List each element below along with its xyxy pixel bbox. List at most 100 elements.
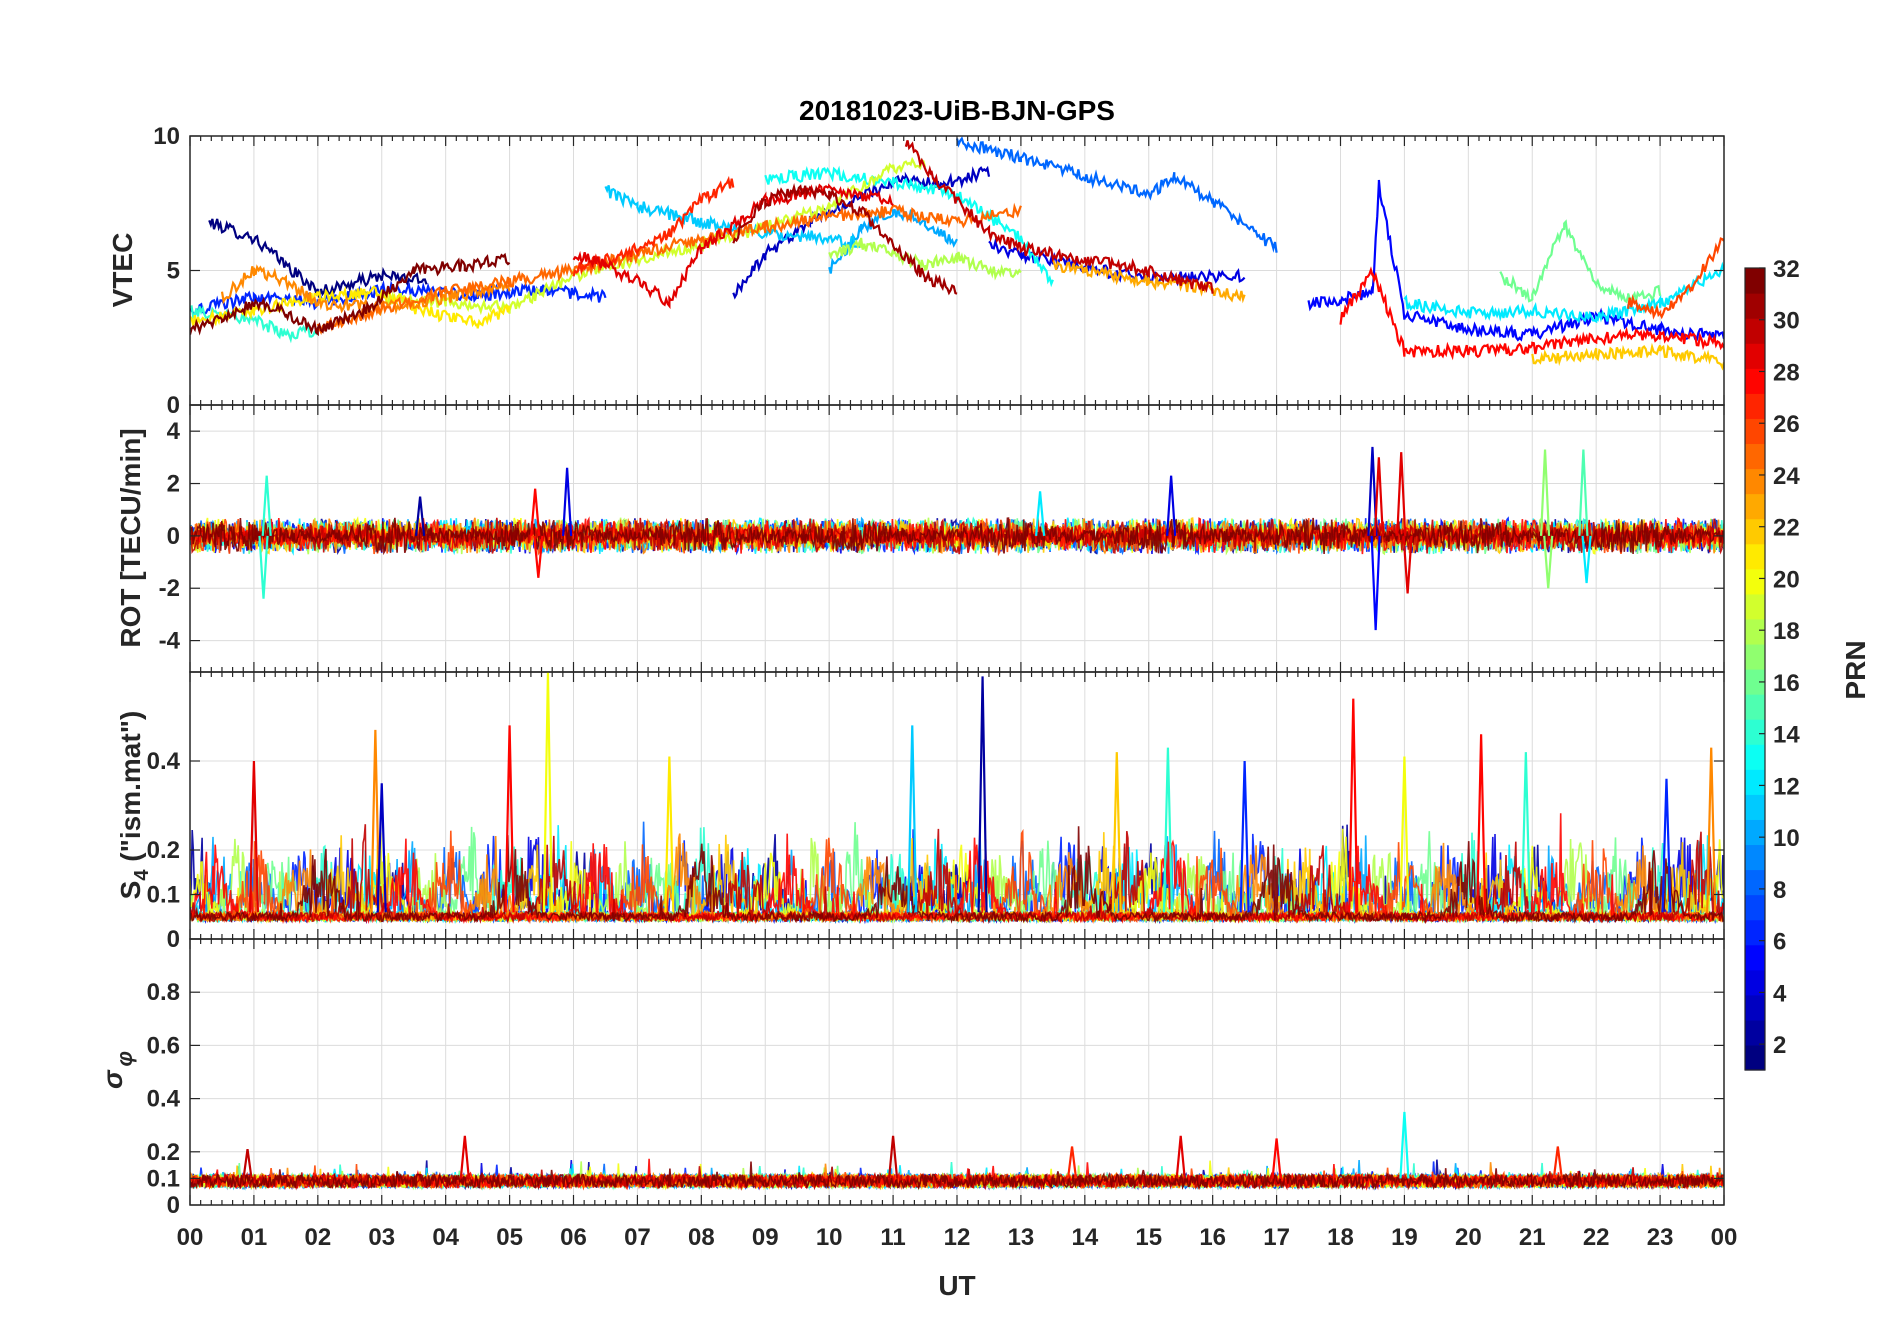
x-tick-label: 08 (688, 1224, 715, 1251)
vtec-ytick-label: 5 (167, 258, 180, 285)
rot-spike (1370, 535, 1381, 631)
rot-spike (1373, 457, 1384, 536)
sigphi-ytick-label: 0.8 (147, 979, 180, 1006)
sigphi-ytick-label: 0.1 (147, 1165, 180, 1192)
sigphi-spike (887, 1135, 899, 1179)
colorbar-level (1745, 618, 1765, 645)
vtec-series-prn12 (1403, 261, 1724, 324)
vtec-series-prn8 (955, 136, 1278, 253)
colorbar-level (1745, 568, 1765, 595)
s4-spike (664, 756, 675, 913)
vtec-series-prn5 (1307, 179, 1724, 342)
vtec-series-prn31 (732, 182, 958, 296)
rot-spike (1581, 535, 1592, 584)
colorbar-level (1745, 393, 1765, 419)
colorbar-tick-label: 16 (1773, 670, 1800, 697)
colorbar-level (1745, 293, 1765, 319)
s4-spike (1661, 778, 1672, 913)
x-tick-label: 23 (1647, 1224, 1674, 1251)
s4-xticks (189, 672, 1725, 939)
colorbar-level (1745, 994, 1765, 1021)
colorbar-tick-label: 28 (1773, 359, 1800, 386)
sigphi-ylabel: σφ (97, 1051, 137, 1089)
s4-spike (907, 725, 918, 913)
s4-spike (370, 729, 381, 913)
rot-spike (1166, 475, 1177, 536)
colorbar-level (1745, 268, 1765, 294)
colorbar-tick-label: 20 (1773, 566, 1800, 593)
vtec-series-prn28 (1339, 266, 1724, 361)
colorbar-tick-label: 4 (1773, 980, 1787, 1007)
colorbar-level (1745, 543, 1765, 570)
rot-trace-prn32 (190, 517, 1724, 556)
x-tick-label: 00 (177, 1224, 204, 1251)
colorbar-tick-label: 18 (1773, 618, 1800, 645)
sigphi-spike (1271, 1138, 1282, 1179)
rot-ytick-label: -4 (159, 628, 181, 655)
colorbar-level (1745, 869, 1765, 896)
colorbar-level (1745, 919, 1765, 946)
colorbar-level (1745, 819, 1765, 846)
rot-ytick-label: 4 (167, 418, 181, 445)
x-tick-label: 07 (624, 1224, 651, 1251)
rot-spike (1539, 449, 1551, 536)
s4-spike (1348, 698, 1359, 913)
vtec-series-prn32 (190, 252, 511, 337)
sigphi-spike (242, 1148, 253, 1179)
sigphi-grid (189, 939, 1725, 1206)
s4-spike (376, 783, 387, 913)
rot-spike (1367, 446, 1378, 536)
colorbar-tick-label: 8 (1773, 877, 1786, 904)
x-tick-label: 10 (816, 1224, 843, 1251)
vtec-series-prn19 (381, 156, 927, 316)
vtec-ylabel: VTEC (107, 233, 138, 308)
sigphi-ylabel-sub: φ (112, 1051, 137, 1066)
colorbar-level (1745, 318, 1765, 344)
vtec-series-prn16 (1499, 219, 1662, 304)
colorbar-level (1745, 894, 1765, 921)
colorbar-tick-label: 2 (1773, 1032, 1786, 1059)
colorbar-level (1745, 368, 1765, 394)
sigphi-spike (1175, 1135, 1186, 1179)
s4-spike (1520, 752, 1531, 913)
colorbar-level (1745, 343, 1765, 369)
colorbar-level (1745, 1019, 1765, 1046)
colorbar-level (1745, 669, 1765, 695)
colorbar-tick-label: 26 (1773, 411, 1800, 438)
vtec-series-prn1 (208, 218, 428, 298)
x-tick-label: 09 (752, 1224, 779, 1251)
x-axis: 00 01 02 03 04 05 06 07 08 09 10 11 12 13 14 15 16 17 18 19… (177, 1224, 1738, 1251)
sigphi-xticks (189, 939, 1725, 1205)
s4-ytick-label: 0.1 (147, 882, 180, 909)
sigphi-panel: 00.10.2 0.4 0.6 0.8 (147, 938, 1725, 1219)
rot-spike (1396, 452, 1407, 536)
s4-spike (1162, 747, 1174, 913)
vtec-series-prn13 (764, 165, 1054, 288)
colorbar-frame (1744, 267, 1766, 1071)
colorbar-level (1745, 844, 1765, 871)
colorbar-level (1745, 468, 1765, 495)
s4-ytick-label: 0.2 (147, 837, 180, 864)
colorbar-level (1745, 744, 1765, 770)
s4-spike (1399, 756, 1410, 913)
x-tick-label: 20 (1455, 1224, 1482, 1251)
colorbar-level (1745, 694, 1765, 720)
s4-ylabel-sub: 4 (131, 869, 153, 881)
vtec-series-prn30 (904, 140, 1214, 294)
colorbar-tick-label: 22 (1773, 515, 1800, 542)
colorbar-level (1745, 443, 1765, 470)
rot-xticks (189, 405, 1725, 672)
vtec-series-prn25 (316, 202, 1022, 336)
rot-ylabel: ROT [TECU/min] (115, 428, 146, 647)
rot-spike (530, 488, 541, 536)
sigphi-ylabel-main: σ (97, 1069, 128, 1089)
s4-spike (977, 676, 988, 913)
vtec-series-prn18 (828, 237, 1022, 281)
colorbar-level (1745, 418, 1765, 445)
s4-panel: 0 0.1 0.2 0.4 (147, 671, 1725, 953)
colorbar-level (1745, 794, 1765, 820)
rot-spike (1578, 449, 1589, 536)
